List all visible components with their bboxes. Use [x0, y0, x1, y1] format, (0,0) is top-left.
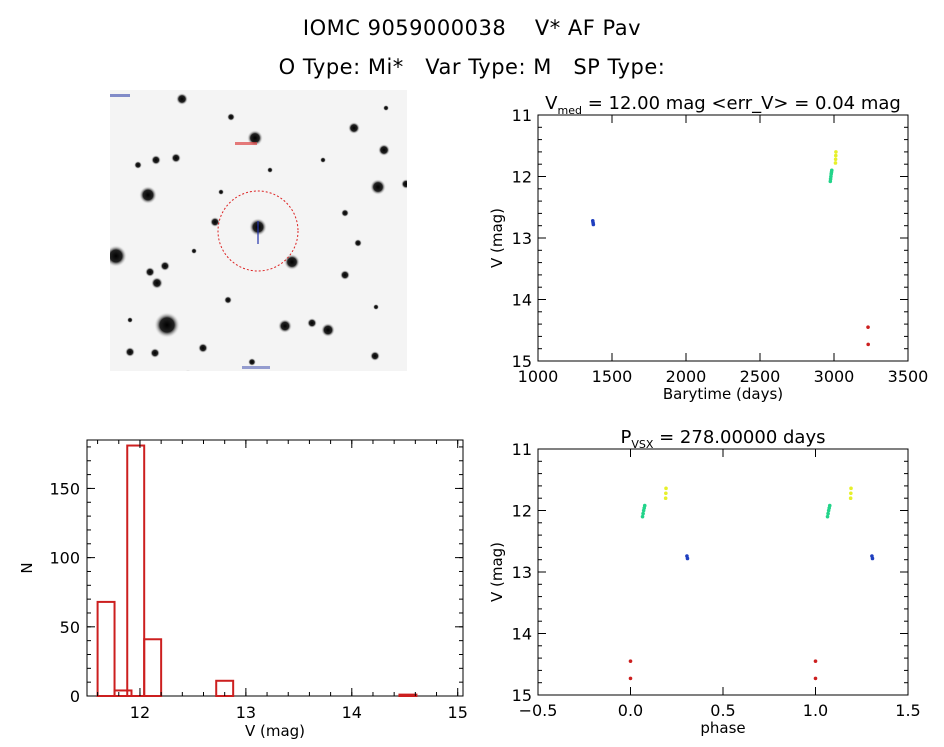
catalog-label-mark [235, 142, 257, 145]
x-tick-label: 15 [448, 703, 468, 722]
x-tick-label: 1.0 [803, 701, 828, 720]
plot-frame [86, 439, 464, 697]
chart-title: PVSX = 278.00000 days [621, 427, 826, 451]
x-axis-label: V (mag) [245, 722, 305, 740]
plot-frame [537, 114, 909, 362]
data-point-yellow [834, 150, 838, 154]
x-tick-label: 2500 [740, 367, 781, 386]
y-tick-label: 13 [512, 229, 532, 248]
chart-title: Vmed = 12.00 mag <err_V> = 0.04 mag [545, 93, 901, 117]
x-tick-label: 1500 [592, 367, 633, 386]
data-point-green [825, 514, 830, 519]
histogram-bar [113, 689, 133, 697]
y-axis-label: V (mag) [488, 542, 506, 602]
x-tick-label: 14 [342, 703, 362, 722]
data-point-yellow [664, 486, 668, 491]
title-subscript: VSX [631, 438, 654, 451]
x-tick-label: 12 [130, 703, 150, 722]
data-point-green [642, 503, 647, 508]
title-text: = 12.00 mag <err_V> = 0.04 mag [582, 93, 901, 114]
histogram-bar [398, 693, 418, 697]
y-tick-label: 15 [512, 352, 532, 371]
x-tick-label: 13 [236, 703, 256, 722]
x-tick-label: 1.5 [895, 701, 920, 720]
x-tick-label: 3500 [888, 367, 929, 386]
data-point-blue [685, 556, 690, 561]
title-symbol: P [621, 427, 632, 448]
data-point-green [641, 511, 645, 516]
data-point-green [640, 514, 645, 519]
stars [110, 93, 407, 371]
x-tick-label: 0.5 [710, 701, 735, 720]
histogram-bar [143, 638, 163, 698]
data-point-green [829, 168, 834, 173]
y-axis-label: V (mag) [488, 208, 506, 268]
data-point-yellow [664, 491, 668, 496]
y-tick-label: 13 [512, 563, 532, 582]
histogram-bar [126, 444, 146, 697]
data-point-red [628, 676, 633, 681]
data-point-blue [870, 556, 875, 561]
chart-title-object: IOMC 9059000038 V* AF Pav [302, 16, 642, 40]
plot-frame [537, 448, 909, 696]
scale-mark [242, 366, 270, 369]
title-text: = 278.00000 days [653, 427, 825, 448]
chart-title-types: O Type: Mi* Var Type: M SP Type: [278, 55, 666, 79]
x-tick-label: 3000 [814, 367, 855, 386]
star-field-image [110, 90, 407, 371]
data-point-green [826, 511, 830, 516]
data-point-red [628, 659, 633, 663]
y-tick-label: 12 [512, 168, 532, 187]
y-tick-label: 0 [70, 687, 80, 706]
x-axis-label: Barytime (days) [663, 385, 783, 403]
y-tick-label: 150 [49, 479, 80, 498]
data-point-green [827, 503, 832, 508]
y-tick-label: 14 [512, 291, 532, 310]
data-point-yellow [848, 496, 853, 501]
corner-mark [110, 94, 130, 97]
y-tick-label: 14 [512, 625, 532, 644]
x-tick-label: 0.0 [618, 701, 643, 720]
title-subscript: med [558, 104, 582, 117]
y-tick-label: 50 [60, 618, 80, 637]
histogram-bar [96, 600, 116, 698]
aperture-circle [217, 190, 299, 272]
data-point-red [866, 342, 870, 347]
phase-chart: −0.5 0.0 0.5 1.0 1.5 11 12 13 14 15 phase V (mag) PV… [488, 427, 921, 737]
data-point-yellow [663, 496, 668, 501]
data-point-blue [591, 222, 596, 227]
data-point-red [866, 325, 870, 329]
x-tick-label: 1000 [518, 367, 559, 386]
y-tick-label: 12 [512, 502, 532, 521]
lightcurve-chart: 1000 1500 2000 2500 3000 3500 11 12 13 14 15 Baryti… [488, 93, 928, 403]
y-axis-label: N [18, 562, 36, 573]
data-point-yellow [833, 157, 838, 162]
y-tick-label: 11 [512, 440, 532, 459]
x-tick-label: −0.5 [519, 701, 558, 720]
star-field-svg [110, 93, 407, 371]
y-tick-label: 11 [512, 106, 532, 125]
y-tick-label: 100 [49, 549, 80, 568]
y-tick-label: 15 [512, 686, 532, 705]
x-tick-label: 2000 [666, 367, 707, 386]
data-point-yellow [849, 486, 853, 491]
data-point-yellow [833, 153, 838, 158]
data-point-yellow [833, 161, 838, 165]
title-symbol: V [545, 93, 558, 114]
data-point-red [813, 659, 818, 663]
data-point-red [813, 676, 818, 681]
data-point-yellow [849, 491, 853, 496]
x-axis-label: phase [700, 719, 745, 737]
